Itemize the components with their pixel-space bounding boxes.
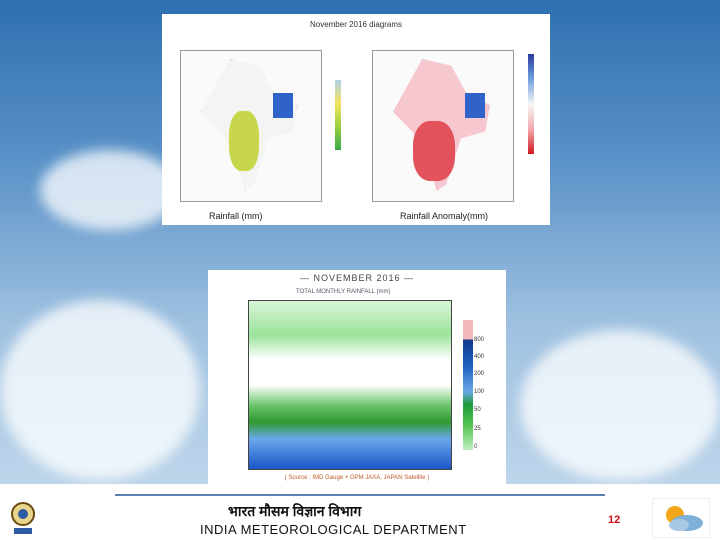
anomaly-caption: Rainfall Anomaly(mm) <box>400 211 489 221</box>
anomaly-area <box>413 121 455 181</box>
rainfall-area <box>229 111 259 171</box>
page-number: 12 <box>608 514 621 526</box>
colorbar-value: 200 <box>474 371 485 377</box>
rainfall-caption: Rainfall (mm) <box>209 211 263 221</box>
rainfall-diagrams-panel: November 2016 diagrams Rainfall (mm) Rai… <box>162 14 550 225</box>
colorbar-value: 0 <box>474 444 478 450</box>
total-rainfall-colorbar <box>463 320 473 450</box>
background-cloud <box>40 150 180 230</box>
dept-name-hindi: भारत मौसम विज्ञान विभाग <box>228 503 362 519</box>
background-cloud <box>0 300 200 480</box>
colorbar-value: 100 <box>474 389 485 395</box>
anomaly-colorbar <box>528 54 534 154</box>
anomaly-area <box>465 93 485 118</box>
rainfall-colorbar <box>335 80 341 150</box>
dept-name-english: INDIA METEOROLOGICAL DEPARTMENT <box>200 522 467 537</box>
total-monthly-rainfall-panel: — NOVEMBER 2016 — TOTAL MONTHLY RAINFALL… <box>208 270 506 492</box>
panel-subtitle: TOTAL MONTHLY RAINFALL (mm) <box>296 289 391 295</box>
panel-title: — NOVEMBER 2016 — <box>299 273 415 283</box>
weather-logo-icon <box>652 498 710 538</box>
data-source-note: ( Source : IMD Gauge + GPM JAXA, JAPAN S… <box>284 475 430 481</box>
rainfall-area <box>273 93 293 118</box>
rainfall-map <box>180 50 322 202</box>
colorbar-value: 25 <box>474 426 481 432</box>
footer-bar: भारत मौसम विज्ञान विभाग INDIA METEOROLOG… <box>0 484 720 540</box>
footer-divider <box>115 494 605 496</box>
imd-emblem-icon <box>11 502 35 534</box>
colorbar-value: 800 <box>474 337 485 343</box>
background-cloud <box>520 330 720 480</box>
colorbar-value: 400 <box>474 354 485 360</box>
panel-title: November 2016 diagrams <box>309 20 403 29</box>
rainfall-anomaly-map <box>372 50 514 202</box>
total-rainfall-map <box>248 300 452 470</box>
colorbar-value: 50 <box>474 407 481 413</box>
